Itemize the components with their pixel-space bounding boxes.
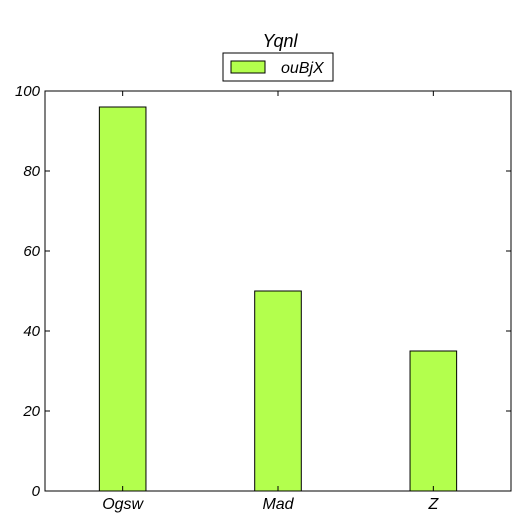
bar-z xyxy=(409,350,458,492)
y-tick-label: 20 xyxy=(22,403,40,420)
y-tick-label: 60 xyxy=(23,243,40,260)
x-tick-label: Mad xyxy=(262,496,294,513)
y-tick-label: 80 xyxy=(23,163,40,180)
bar-ogsw xyxy=(98,106,147,492)
legend-swatch xyxy=(230,60,266,74)
chart-title: Yqnl xyxy=(262,31,298,51)
bars-group xyxy=(98,106,458,492)
x-tick-label: Ogsw xyxy=(102,496,144,513)
legend-label-series-1: ouBjX xyxy=(281,60,325,77)
y-tick-label: 40 xyxy=(23,323,40,340)
y-tick-label: 100 xyxy=(15,83,41,100)
plot-area-frame xyxy=(44,90,512,492)
x-tick-label: Z xyxy=(427,496,439,513)
y-tick-label: 0 xyxy=(32,483,41,500)
x-axis: Ogsw Mad Z xyxy=(102,91,439,513)
bar-mad xyxy=(254,290,302,492)
legend: ouBjX xyxy=(222,52,334,82)
